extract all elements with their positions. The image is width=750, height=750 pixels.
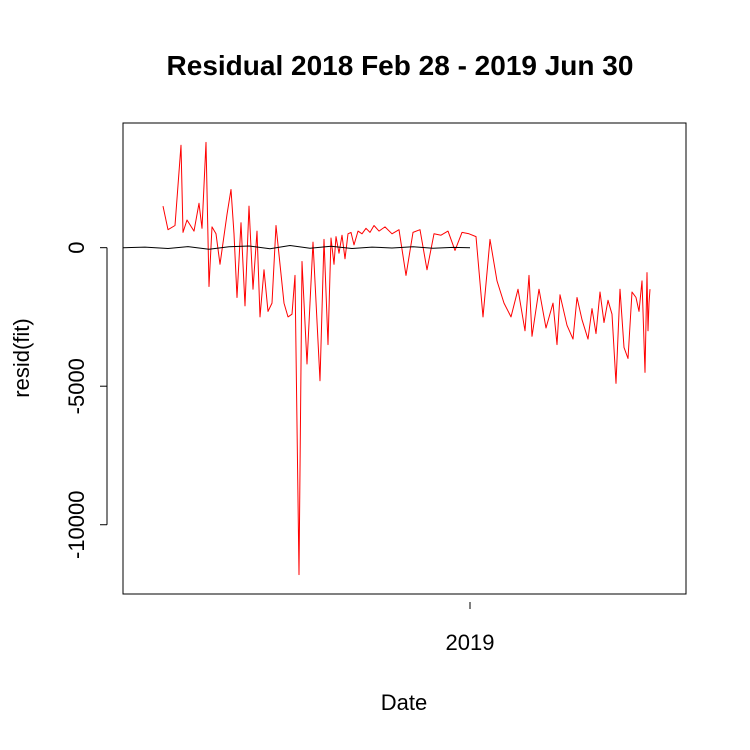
plot-lines <box>122 141 651 576</box>
chart-title: Residual 2018 Feb 28 - 2019 Jun 30 <box>167 50 634 81</box>
series-line-2 <box>122 245 471 250</box>
y-axis-label: resid(fit) <box>9 318 34 397</box>
plot-frame <box>122 122 687 595</box>
x-tick-label: 2019 <box>446 630 495 655</box>
y-tick-label: 0 <box>64 242 89 254</box>
x-axis-label: Date <box>381 690 427 715</box>
y-axis: 0 -5000 -10000 <box>64 242 108 559</box>
y-tick-label: -5000 <box>64 358 89 414</box>
x-axis: 2019 <box>446 602 495 655</box>
series-line-1 <box>162 141 651 576</box>
y-tick-label: -10000 <box>64 490 89 559</box>
